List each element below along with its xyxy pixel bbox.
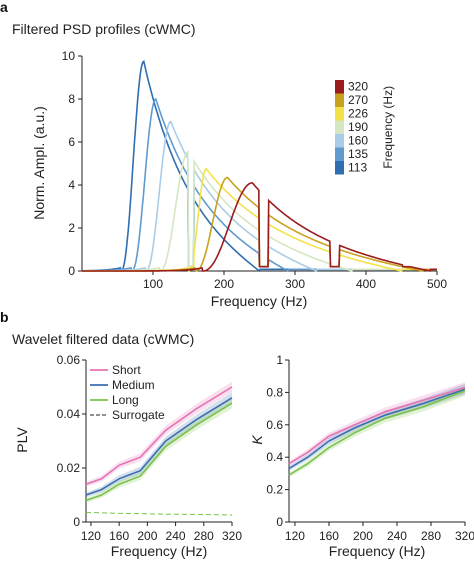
chart-a-legend-label: 320 <box>348 80 368 94</box>
chart-a-ytick-label: 10 <box>62 49 76 63</box>
chartC-xtick-label: 200 <box>353 529 373 543</box>
chart-c-xlabel: Frequency (Hz) <box>329 543 425 559</box>
chartC-series-band <box>289 382 465 467</box>
chartC-ytick-label: 0.6 <box>266 418 283 432</box>
chartB-xtick-label: 240 <box>166 529 186 543</box>
chart-a-series-line <box>82 182 437 272</box>
chart-a-xtick-label: 500 <box>427 277 447 291</box>
chart-a-legend-label: 135 <box>348 147 368 161</box>
chartB-xtick-label: 120 <box>81 529 101 543</box>
chart-a-xtick-label: 300 <box>285 277 305 291</box>
chartC-ytick-label: 1 <box>276 353 283 367</box>
chart-b-legend-label: Short <box>112 363 141 377</box>
chart-b-legend-label: Medium <box>112 378 155 392</box>
chartB-series-band <box>86 392 232 498</box>
chart-a-xtick-label: 200 <box>214 277 234 291</box>
chart-b-legend-label: Long <box>112 393 139 407</box>
chartC-series-line <box>288 388 466 470</box>
chartC-ytick-label: 0 <box>276 515 283 529</box>
chart-c-ylabel: K <box>249 435 265 445</box>
chart-a-xtick-label: 100 <box>143 277 163 291</box>
chartC-ytick-label: 0.8 <box>266 385 283 399</box>
chart-b-ylabel: PLV <box>14 427 30 453</box>
chart-b: 120 160 200 240 280 320 0 0.02 0.04 0.06 ShortMed… <box>14 353 242 559</box>
chartB-series-band <box>86 381 232 487</box>
chartC-series-line <box>288 390 466 476</box>
chart-a-ylabel: Norm. Ampl. (a.u.) <box>31 106 47 220</box>
chart-a-legend-swatch <box>335 80 344 94</box>
chartC-ytick-label: 0.4 <box>266 450 283 464</box>
chartB-xtick-label: 320 <box>222 529 242 543</box>
chart-a-legend-label: 160 <box>348 134 368 148</box>
chart-a-ytick-label: 6 <box>68 135 75 149</box>
chartC-ytick-label: 0.2 <box>266 483 283 497</box>
chart-a-ytick-label: 8 <box>68 92 75 106</box>
chartC-xtick-label: 280 <box>421 529 441 543</box>
chartC-xtick-label: 240 <box>387 529 407 543</box>
chart-a-legend-swatch <box>335 93 344 107</box>
chart-a-legend-label: 113 <box>348 161 367 175</box>
chartB-series-line <box>85 512 233 516</box>
chart-a: 100 200 300 400 500 0 2 4 6 8 10 32027022619016013… <box>31 49 447 309</box>
chart-c: 120 160 200 240 280 320 0 0.2 0.4 0.6 0.8 1 Frequen… <box>249 353 474 559</box>
chart-a-ytick-label: 2 <box>68 221 75 235</box>
chartB-series-line <box>85 386 233 485</box>
chart-a-legend-swatch <box>335 107 344 121</box>
chart-a-legend-label: 190 <box>348 120 368 134</box>
chartB-series-band <box>86 397 232 503</box>
chartC-xtick-label: 160 <box>319 529 339 543</box>
chartB-ytick-label: 0 <box>73 515 80 529</box>
chart-a-legend-swatch <box>335 147 344 161</box>
chart-b-title: Wavelet filtered data (cWMC) <box>12 331 194 347</box>
chartC-xtick-label: 320 <box>455 529 474 543</box>
chartB-xtick-label: 160 <box>109 529 129 543</box>
chartC-series-band <box>289 385 465 478</box>
chart-a-xtick-label: 400 <box>356 277 376 291</box>
chart-a-legend-swatch <box>335 120 344 134</box>
chartB-series-line <box>85 402 233 502</box>
panel-b-letter: b <box>0 309 9 325</box>
chart-b-xlabel: Frequency (Hz) <box>111 543 207 559</box>
chart-a-legend-label: 270 <box>348 93 368 107</box>
chart-a-ytick-label: 4 <box>68 178 75 192</box>
chart-a-legend-title: Frequency (Hz) <box>381 86 395 169</box>
chart-a-legend-label: 226 <box>348 107 368 121</box>
chartB-xtick-label: 200 <box>137 529 157 543</box>
panel-a-letter: a <box>0 0 8 15</box>
chart-a-legend-swatch <box>335 161 344 175</box>
chart-a-title: Filtered PSD profiles (cWMC) <box>12 21 196 37</box>
chartB-ytick-label: 0.02 <box>57 461 81 475</box>
chartC-series-band <box>289 383 465 471</box>
chartB-ytick-label: 0.06 <box>57 353 81 367</box>
chart-a-legend-swatch <box>335 134 344 148</box>
chart-b-legend-label: Surrogate <box>112 408 165 422</box>
chartC-series-line <box>288 386 466 465</box>
chart-a-ytick-label: 0 <box>68 264 75 278</box>
chartC-xtick-label: 120 <box>285 529 305 543</box>
chart-a-xlabel: Frequency (Hz) <box>211 293 307 309</box>
chartB-series-line <box>85 397 233 496</box>
chartB-xtick-label: 280 <box>194 529 214 543</box>
chartB-ytick-label: 0.04 <box>57 407 81 421</box>
